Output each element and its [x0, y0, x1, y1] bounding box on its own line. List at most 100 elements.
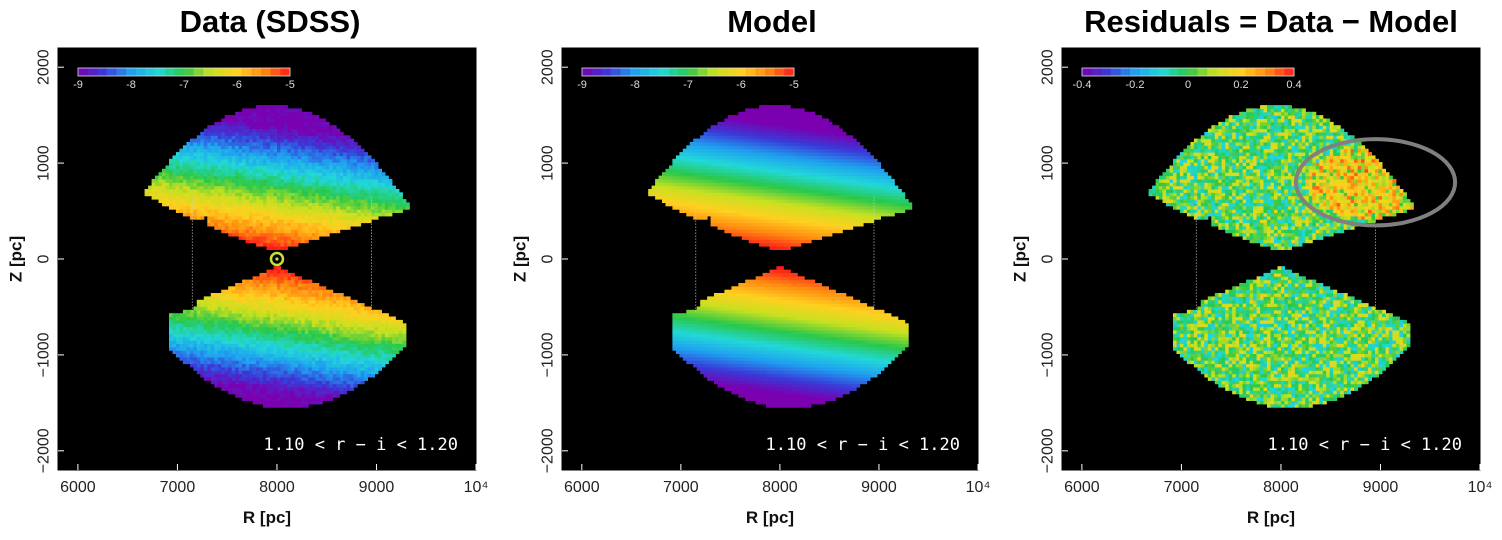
heatmap-cell	[270, 370, 274, 375]
heatmap-cell	[270, 162, 274, 166]
heatmap-cell	[290, 202, 295, 207]
heatmap-cell	[277, 343, 281, 348]
heatmap-cell	[717, 215, 722, 220]
heatmap-cell	[700, 182, 705, 187]
heatmap-cell	[318, 306, 323, 311]
heatmap-cell	[221, 323, 226, 328]
heatmap-cell	[256, 319, 261, 324]
heatmap-cell	[717, 373, 722, 378]
heatmap-cell	[235, 229, 240, 234]
heatmap-cell	[332, 185, 337, 190]
heatmap-cell	[235, 165, 240, 170]
heatmap-cell	[214, 121, 219, 126]
heatmap-cell	[346, 309, 351, 314]
heatmap-cell	[238, 383, 243, 388]
heatmap-cell	[311, 326, 316, 331]
heatmap-cell	[332, 138, 337, 143]
heatmap-cell	[714, 192, 718, 197]
heatmap-cell	[329, 393, 334, 398]
heatmap-cell	[245, 111, 250, 116]
heatmap-cell	[203, 135, 208, 140]
heatmap-cell	[294, 236, 299, 240]
heatmap-cell	[700, 212, 705, 217]
heatmap-cell	[686, 189, 691, 193]
heatmap-cell	[304, 232, 309, 237]
heatmap-cell	[259, 135, 264, 140]
heatmap-cell	[273, 333, 278, 338]
heatmap-cell	[336, 128, 341, 133]
heatmap-cell	[175, 336, 180, 341]
heatmap-cell	[311, 192, 316, 197]
heatmap-cell	[717, 158, 722, 163]
heatmap-cell	[259, 309, 264, 314]
heatmap-cell	[210, 175, 215, 180]
heatmap-cell	[231, 168, 236, 173]
heatmap-cell	[315, 390, 320, 395]
heatmap-cell	[703, 353, 708, 358]
heatmap-cell	[686, 192, 691, 197]
heatmap-cell	[714, 340, 718, 344]
heatmap-cell	[391, 343, 396, 348]
heatmap-cell	[297, 229, 302, 234]
heatmap-cell	[318, 397, 323, 401]
heatmap-cell	[263, 306, 267, 311]
heatmap-cell	[252, 303, 257, 307]
heatmap-cell	[734, 172, 739, 177]
heatmap-cell	[398, 323, 403, 328]
heatmap-cell	[242, 111, 247, 116]
heatmap-cell	[294, 380, 299, 385]
heatmap-cell	[155, 192, 159, 197]
heatmap-cell	[290, 131, 295, 136]
heatmap-cell	[270, 343, 274, 348]
heatmap-cell	[228, 148, 233, 153]
heatmap-cell	[339, 353, 344, 358]
heatmap-cell	[336, 165, 341, 170]
heatmap-cell	[217, 121, 222, 126]
heatmap-cell	[727, 343, 732, 348]
heatmap-cell	[301, 142, 306, 146]
heatmap-cell	[245, 289, 250, 294]
heatmap-cell	[686, 313, 691, 318]
heatmap-cell	[283, 299, 288, 304]
heatmap-cell	[734, 363, 739, 368]
heatmap-cell	[689, 326, 694, 331]
heatmap-cell	[301, 155, 306, 160]
heatmap-cell	[277, 316, 281, 321]
heatmap-cell	[290, 222, 295, 227]
heatmap-cell	[196, 209, 201, 213]
heatmap-cell	[203, 323, 208, 328]
heatmap-cell	[710, 353, 715, 358]
heatmap-cell	[682, 346, 687, 351]
heatmap-cell	[731, 370, 736, 375]
heatmap-cell	[214, 155, 219, 160]
heatmap-cell	[304, 145, 309, 150]
heatmap-cell	[371, 330, 375, 334]
heatmap-cell	[290, 289, 295, 294]
heatmap-cell	[238, 346, 243, 351]
heatmap-cell	[245, 239, 250, 244]
heatmap-cell	[336, 199, 341, 203]
heatmap-cell	[703, 148, 708, 153]
heatmap-cell	[189, 158, 194, 163]
heatmap-cell	[221, 215, 226, 220]
heatmap-cell	[315, 370, 320, 375]
colorbar-segment	[212, 68, 223, 76]
heatmap-cell	[283, 309, 288, 314]
heatmap-cell	[332, 387, 337, 391]
heatmap-cell	[727, 118, 732, 123]
heatmap-cell	[381, 212, 386, 217]
heatmap-cell	[228, 178, 233, 183]
heatmap-cell	[165, 172, 170, 177]
heatmap-cell	[228, 390, 233, 395]
heatmap-cell	[343, 343, 348, 348]
heatmap-cell	[662, 175, 666, 180]
heatmap-cell	[371, 168, 375, 173]
heatmap-cell	[325, 128, 330, 133]
heatmap-cell	[388, 182, 393, 187]
heatmap-cell	[322, 340, 327, 344]
heatmap-cell	[217, 222, 222, 227]
heatmap-cell	[329, 145, 334, 150]
heatmap-cell	[249, 145, 254, 150]
heatmap-cell	[346, 205, 351, 210]
heatmap-cell	[388, 212, 393, 217]
